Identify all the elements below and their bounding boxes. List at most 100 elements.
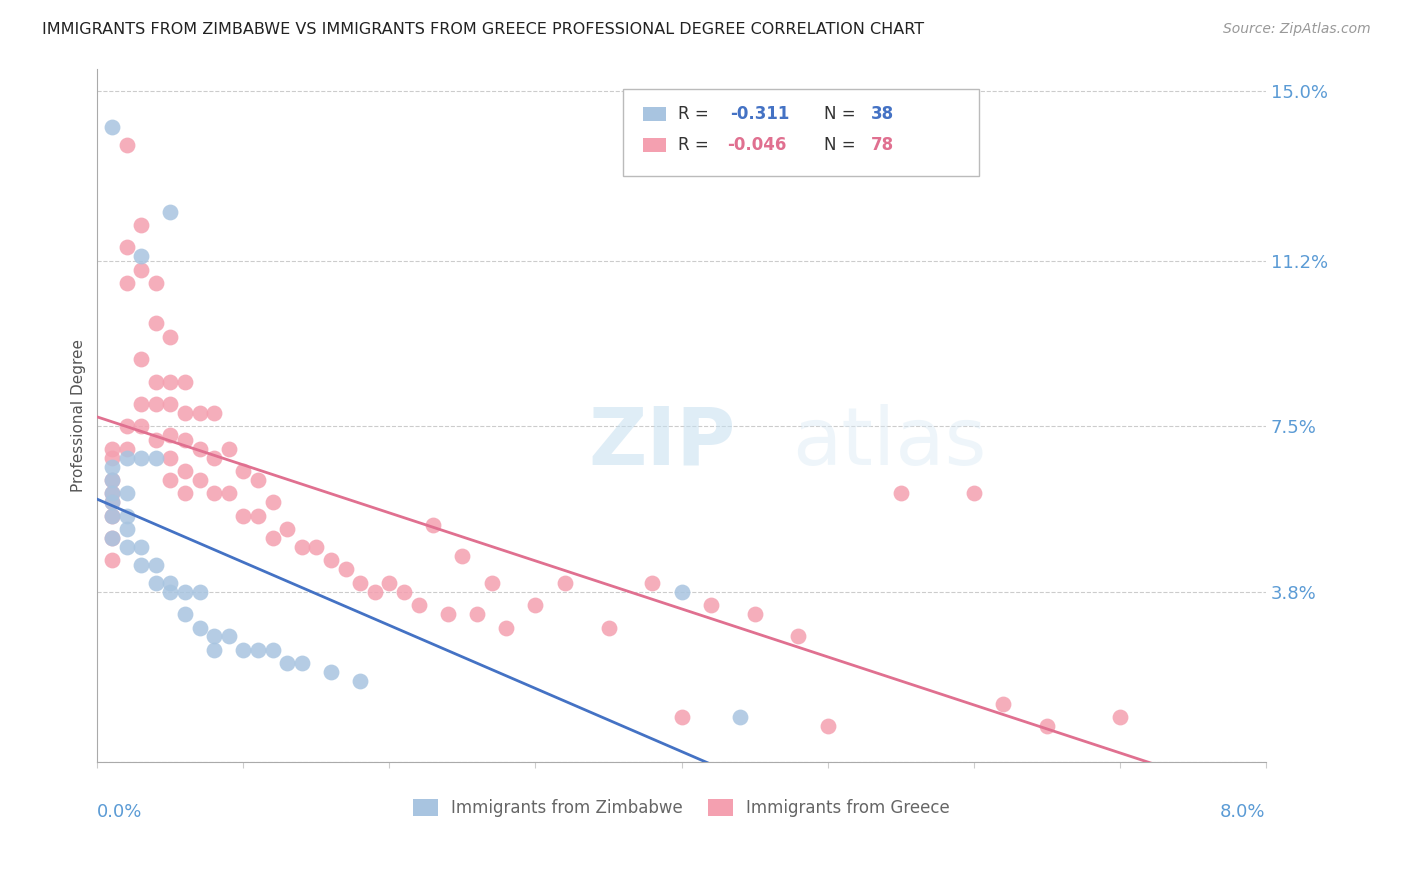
Point: [991, 697, 1014, 711]
Point: [159, 575, 181, 590]
Point: [408, 598, 430, 612]
Point: [101, 459, 124, 474]
Y-axis label: Professional Degree: Professional Degree: [72, 339, 86, 491]
Text: 0.0%: 0.0%: [97, 804, 143, 822]
Point: [465, 607, 488, 621]
Point: [101, 495, 124, 509]
Point: [378, 575, 401, 590]
Point: [174, 433, 197, 447]
Point: [188, 473, 211, 487]
Point: [174, 486, 197, 500]
Text: 38: 38: [870, 104, 894, 122]
Point: [101, 486, 124, 500]
Point: [101, 486, 124, 500]
Point: [262, 495, 284, 509]
Point: [202, 643, 225, 657]
Point: [598, 620, 620, 634]
Point: [202, 486, 225, 500]
Point: [101, 495, 124, 509]
Point: [129, 397, 152, 411]
Text: ZIP: ZIP: [588, 404, 735, 482]
Point: [145, 575, 167, 590]
Point: [1108, 710, 1130, 724]
Point: [101, 442, 124, 456]
Point: [349, 575, 371, 590]
Point: [174, 406, 197, 420]
Point: [728, 710, 751, 724]
Point: [744, 607, 766, 621]
Point: [115, 442, 138, 456]
Point: [451, 549, 474, 563]
Point: [159, 473, 181, 487]
Point: [145, 276, 167, 290]
Point: [291, 657, 314, 671]
Point: [218, 486, 240, 500]
Point: [817, 719, 839, 733]
Point: [218, 442, 240, 456]
Point: [218, 630, 240, 644]
Point: [276, 522, 298, 536]
Legend: Immigrants from Zimbabwe, Immigrants from Greece: Immigrants from Zimbabwe, Immigrants fro…: [406, 793, 957, 824]
Point: [247, 508, 270, 523]
Point: [335, 562, 357, 576]
Text: -0.046: -0.046: [727, 136, 786, 153]
Point: [145, 433, 167, 447]
Point: [129, 540, 152, 554]
Point: [129, 558, 152, 572]
Point: [145, 450, 167, 465]
Point: [188, 620, 211, 634]
Text: atlas: atlas: [793, 404, 987, 482]
Point: [671, 710, 693, 724]
Point: [159, 375, 181, 389]
Point: [247, 473, 270, 487]
Point: [202, 450, 225, 465]
Point: [101, 531, 124, 545]
Point: [101, 531, 124, 545]
Point: [319, 553, 342, 567]
Text: 8.0%: 8.0%: [1220, 804, 1265, 822]
Point: [101, 120, 124, 134]
Point: [174, 375, 197, 389]
Text: IMMIGRANTS FROM ZIMBABWE VS IMMIGRANTS FROM GREECE PROFESSIONAL DEGREE CORRELATI: IMMIGRANTS FROM ZIMBABWE VS IMMIGRANTS F…: [42, 22, 924, 37]
Point: [159, 204, 181, 219]
Point: [202, 406, 225, 420]
Point: [188, 442, 211, 456]
Point: [188, 406, 211, 420]
Text: N =: N =: [824, 136, 860, 153]
Point: [129, 249, 152, 263]
Point: [262, 643, 284, 657]
FancyBboxPatch shape: [623, 89, 980, 176]
Point: [495, 620, 517, 634]
Point: [129, 218, 152, 232]
Point: [349, 674, 371, 689]
Point: [159, 584, 181, 599]
Point: [392, 584, 415, 599]
Point: [962, 486, 984, 500]
Point: [232, 464, 254, 478]
Point: [1035, 719, 1057, 733]
Point: [291, 540, 314, 554]
Text: N =: N =: [824, 104, 860, 122]
Point: [145, 375, 167, 389]
Point: [115, 522, 138, 536]
FancyBboxPatch shape: [643, 107, 666, 120]
Point: [101, 473, 124, 487]
Point: [262, 531, 284, 545]
Point: [481, 575, 503, 590]
Text: Source: ZipAtlas.com: Source: ZipAtlas.com: [1223, 22, 1371, 37]
Point: [524, 598, 547, 612]
Point: [145, 317, 167, 331]
Point: [101, 450, 124, 465]
Point: [174, 584, 197, 599]
Point: [159, 397, 181, 411]
Point: [115, 450, 138, 465]
Point: [890, 486, 912, 500]
Point: [129, 450, 152, 465]
Point: [174, 607, 197, 621]
Text: R =: R =: [678, 104, 720, 122]
Text: -0.311: -0.311: [731, 104, 790, 122]
Point: [319, 665, 342, 680]
Point: [145, 558, 167, 572]
Point: [101, 553, 124, 567]
Text: 78: 78: [870, 136, 894, 153]
